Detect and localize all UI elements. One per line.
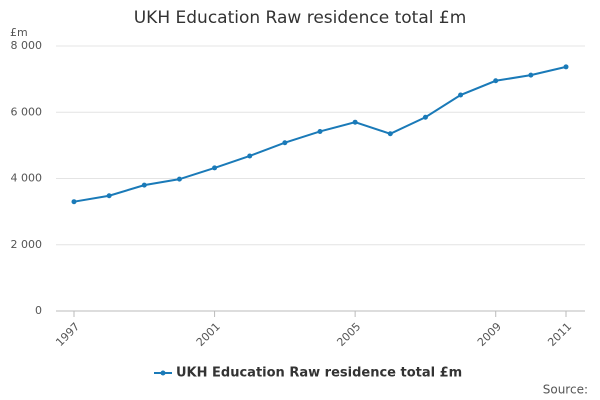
y-tick-label: 2 000 — [11, 238, 43, 251]
data-point — [458, 92, 464, 98]
y-tick-label: 0 — [35, 304, 42, 317]
data-point — [106, 193, 112, 199]
x-tick-label: 2001 — [194, 320, 223, 349]
data-point — [247, 153, 253, 159]
y-tick-label: 6 000 — [11, 105, 43, 118]
x-tick-label: 1997 — [53, 320, 82, 349]
chart-title: UKH Education Raw residence total £m — [134, 8, 467, 28]
y-tick-label: 4 000 — [11, 172, 43, 185]
data-point — [493, 78, 499, 84]
data-point — [528, 72, 534, 78]
data-point — [71, 199, 77, 205]
source: Source: — [543, 383, 588, 397]
data-point — [317, 128, 323, 134]
data-point — [422, 114, 428, 120]
data-point — [387, 131, 393, 137]
x-tick-label: 2005 — [334, 320, 363, 349]
x-tick-label: 2011 — [545, 320, 574, 349]
data-point — [352, 119, 358, 125]
legend-label: UKH Education Raw residence total £m — [176, 366, 462, 381]
series-line — [73, 65, 567, 203]
x-tick-label: 2009 — [475, 320, 504, 349]
y-tick-label: 8 000 — [11, 39, 43, 52]
data-point — [563, 64, 569, 70]
data-point — [282, 140, 288, 146]
legend-marker — [160, 370, 166, 376]
y-unit-label: £m — [10, 26, 28, 39]
data-point — [212, 165, 218, 171]
data-point — [176, 176, 182, 182]
data-point — [141, 182, 147, 188]
